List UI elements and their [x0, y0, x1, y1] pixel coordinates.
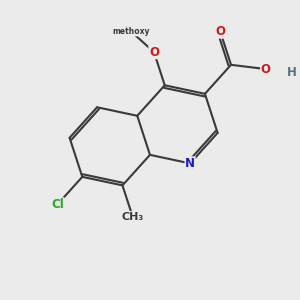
Text: O: O [261, 63, 271, 76]
Text: CH₃: CH₃ [122, 212, 144, 222]
Text: O: O [149, 46, 159, 59]
Text: Cl: Cl [51, 198, 64, 211]
Text: methoxy: methoxy [112, 27, 150, 36]
Text: N: N [185, 157, 195, 170]
Text: O: O [215, 25, 225, 38]
Text: H: H [287, 66, 297, 79]
